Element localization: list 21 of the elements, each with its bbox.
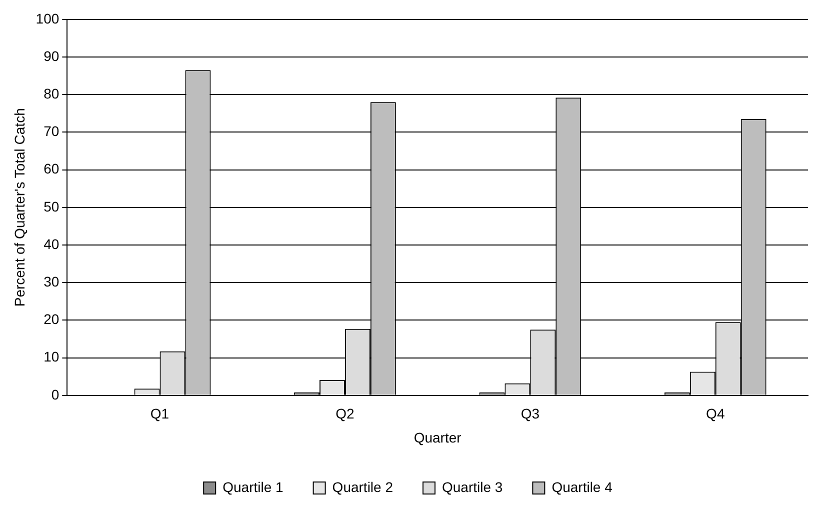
- x-axis-title: Quarter: [414, 429, 462, 446]
- x-tick-label: Q1: [150, 406, 170, 422]
- y-tick-label: 60: [44, 160, 60, 177]
- y-tick-label: 80: [44, 85, 60, 102]
- legend-label: Quartile 1: [222, 478, 284, 495]
- y-axis-title: Percent of Quarter's Total Catch: [11, 108, 28, 307]
- x-tick-label: Q3: [520, 406, 540, 422]
- x-tick-label: Q4: [706, 406, 725, 422]
- legend-label: Quartile 3: [442, 478, 503, 495]
- y-tick-label: 50: [44, 198, 60, 214]
- y-tick-label: 20: [44, 311, 60, 328]
- y-tick-label: 30: [44, 273, 60, 290]
- x-tick-label: Q2: [336, 406, 355, 422]
- y-tick-label: 70: [44, 123, 60, 140]
- legend-label: Quartile 2: [332, 478, 394, 495]
- y-tick-label: 90: [44, 48, 60, 64]
- y-tick-label: 40: [44, 236, 60, 252]
- legend-label: Quartile 4: [552, 478, 613, 495]
- y-tick-label: 10: [44, 348, 60, 365]
- y-tick-label: 100: [36, 10, 60, 26]
- y-tick-label: 0: [51, 386, 60, 402]
